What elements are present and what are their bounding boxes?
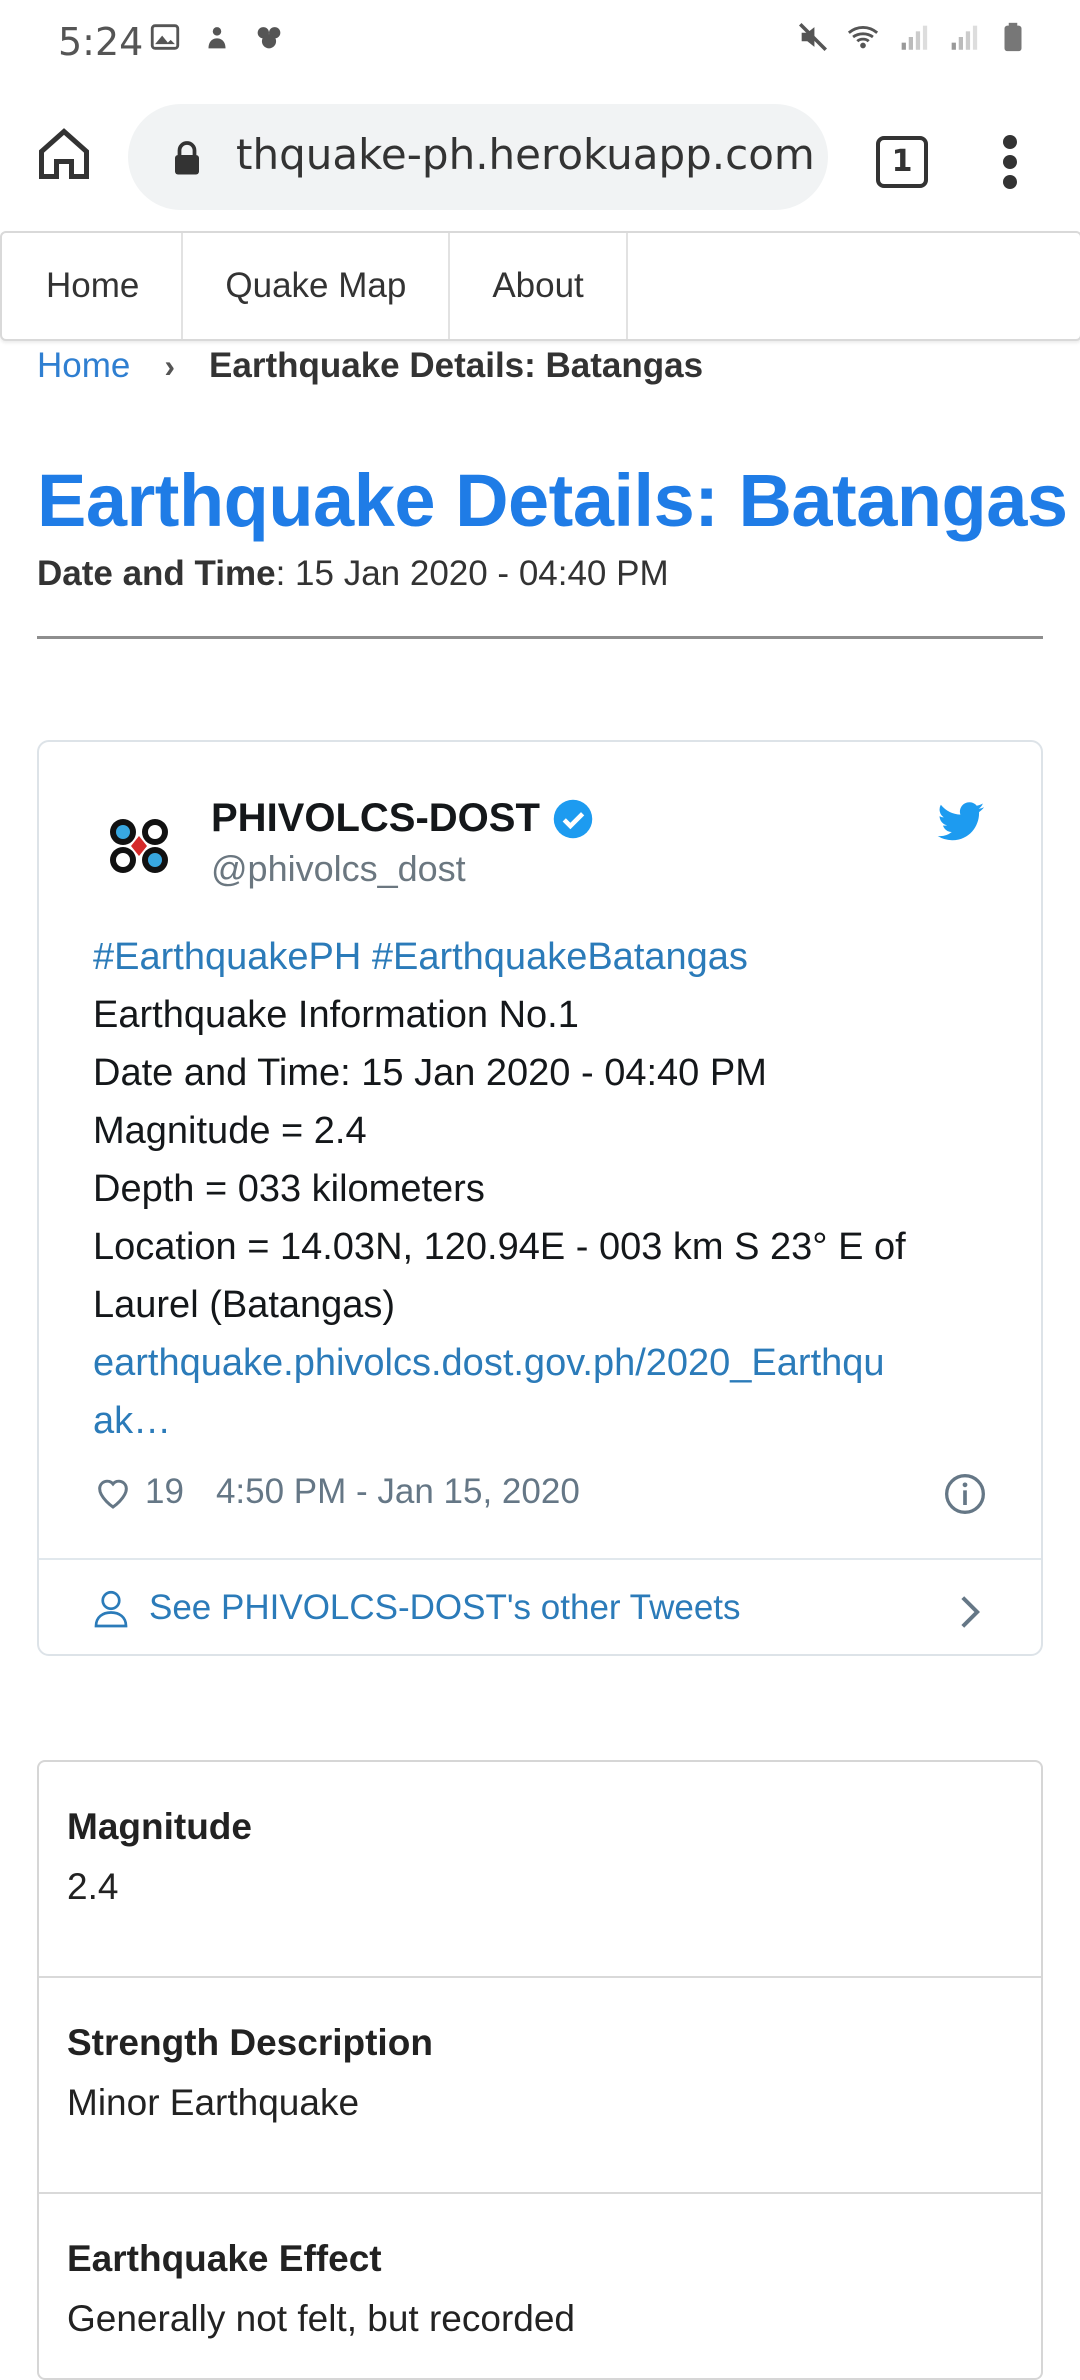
tweet-line: Date and Time: 15 Jan 2020 - 04:40 PM — [93, 1052, 767, 1094]
detail-row-effect: Earthquake Effect Generally not felt, bu… — [39, 2194, 1041, 2378]
tweet-line: Earthquake Information No.1 — [93, 994, 579, 1036]
gallery-icon — [150, 24, 180, 50]
detail-label: Earthquake Effect — [67, 2238, 382, 2279]
tweet-line: Magnitude = 2.4 — [93, 1110, 367, 1152]
twitter-bird-icon[interactable] — [935, 802, 987, 844]
breadcrumb-separator: › — [164, 347, 176, 384]
see-other-tweets-link[interactable]: See PHIVOLCS-DOST's other Tweets — [93, 1588, 741, 1628]
page-title: Earthquake Details: Batangas — [37, 459, 1068, 542]
tweet-line: Depth = 033 kilometers — [93, 1168, 485, 1210]
see-other-tweets-label: See PHIVOLCS-DOST's other Tweets — [149, 1588, 741, 1627]
address-bar[interactable]: thquake-ph.herokuapp.com — [128, 104, 828, 210]
status-time: 5:24 — [58, 20, 144, 64]
browser-toolbar: thquake-ph.herokuapp.com 1 — [0, 84, 1080, 232]
detail-row-magnitude: Magnitude 2.4 — [39, 1762, 1041, 1978]
detail-label: Strength Description — [67, 2022, 433, 2063]
tweet-author-handle[interactable]: @phivolcs_dost — [211, 848, 466, 889]
app-notification-icon — [257, 27, 281, 49]
chevron-right-icon[interactable] — [959, 1594, 981, 1630]
tweet-hashtags[interactable]: #EarthquakePH #EarthquakeBatangas — [93, 936, 748, 978]
tweet-author-name[interactable]: PHIVOLCS-DOST — [211, 796, 594, 841]
home-icon[interactable] — [34, 124, 94, 184]
tweet-author-name-text: PHIVOLCS-DOST — [211, 796, 540, 840]
verified-badge-icon — [553, 799, 593, 838]
more-vert-icon[interactable] — [990, 132, 1030, 192]
tweet-meta: 19 4:50 PM - Jan 15, 2020 — [93, 1472, 580, 1512]
date-time: Date and Time: 15 Jan 2020 - 04:40 PM — [37, 554, 669, 594]
nav-home[interactable]: Home — [2, 233, 184, 339]
lock-icon — [175, 141, 199, 175]
detail-value: Generally not felt, but recorded — [67, 2298, 576, 2339]
earthquake-details: Magnitude 2.4 Strength Description Minor… — [37, 1760, 1043, 2380]
url-text: thquake-ph.herokuapp.com — [236, 130, 815, 179]
info-icon[interactable] — [943, 1472, 987, 1516]
nav-about[interactable]: About — [450, 233, 628, 339]
tweet-timestamp[interactable]: 4:50 PM - Jan 15, 2020 — [215, 1472, 580, 1511]
detail-row-strength: Strength Description Minor Earthquake — [39, 1978, 1041, 2194]
detail-label: Magnitude — [67, 1806, 252, 1847]
tweet-link[interactable]: earthquake.phivolcs.dost.gov.ph/2020_Ear… — [93, 1342, 885, 1384]
battery-icon — [1004, 22, 1022, 52]
heart-icon[interactable] — [93, 1472, 133, 1512]
tab-switcher-button[interactable]: 1 — [876, 136, 928, 188]
breadcrumb-current: Earthquake Details: Batangas — [209, 346, 704, 385]
site-nav: Home Quake Map About — [0, 231, 1080, 341]
tweet-line: Laurel (Batangas) — [93, 1284, 396, 1326]
detail-value: Minor Earthquake — [67, 2082, 360, 2123]
tweet-divider — [39, 1558, 1041, 1560]
detail-value: 2.4 — [67, 1866, 119, 1907]
like-count: 19 — [145, 1472, 184, 1511]
wifi-icon — [847, 26, 879, 49]
person-icon — [94, 1590, 128, 1628]
breadcrumb: Home › Earthquake Details: Batangas — [37, 346, 703, 386]
breadcrumb-home-link[interactable]: Home — [37, 346, 131, 385]
signal-icon-1 — [901, 25, 928, 50]
divider — [37, 636, 1043, 639]
nav-quake-map[interactable]: Quake Map — [183, 233, 451, 339]
signal-icon-2 — [951, 25, 978, 50]
date-time-value: : 15 Jan 2020 - 04:40 PM — [275, 554, 669, 593]
notification-icon — [208, 27, 226, 49]
tweet-line: Location = 14.03N, 120.94E - 003 km S 23… — [93, 1226, 906, 1268]
tweet-body: #EarthquakePH #EarthquakeBatangas Earthq… — [93, 928, 993, 1450]
date-time-label: Date and Time — [37, 554, 276, 593]
mute-icon — [798, 22, 828, 52]
status-bar: 5:24 — [0, 0, 1080, 84]
tweet-link-continued[interactable]: ak… — [93, 1400, 172, 1442]
phivolcs-logo[interactable] — [99, 802, 179, 892]
embedded-tweet[interactable]: PHIVOLCS-DOST @phivolcs_dost #Earthquake… — [37, 740, 1043, 1656]
